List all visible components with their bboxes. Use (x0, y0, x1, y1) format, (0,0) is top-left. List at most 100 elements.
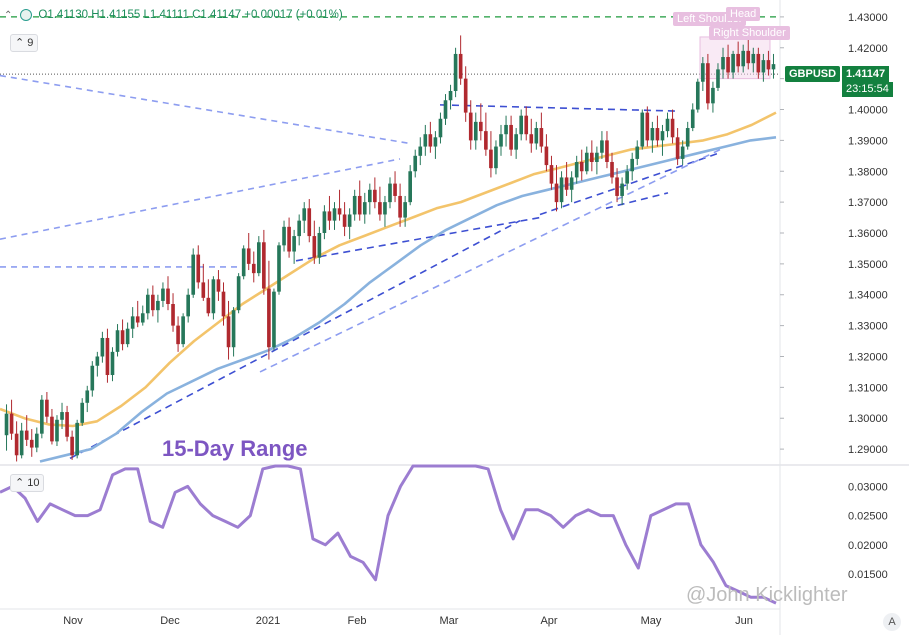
candle (610, 152, 614, 184)
sub-y-tick-label: 0.02000 (848, 540, 888, 552)
collapse-chevron-icon[interactable]: ⌃ (4, 9, 13, 21)
candle (181, 313, 185, 348)
candle-body (90, 365, 95, 391)
candle (423, 124, 428, 156)
candle (327, 195, 332, 230)
candle-body (145, 294, 150, 314)
candle (600, 131, 604, 159)
trendline-rising-light (0, 158, 401, 240)
candle-body (473, 121, 478, 141)
candle (736, 41, 740, 73)
candle-body (352, 195, 357, 215)
candle-body (95, 356, 100, 366)
candle-body (100, 337, 105, 357)
candle (595, 146, 599, 175)
y-tick-label: 1.34000 (848, 290, 888, 302)
candle-body (726, 57, 730, 73)
y-tick-label: 1.39000 (848, 135, 888, 147)
candle (564, 161, 569, 196)
candle-body (398, 195, 402, 218)
candle (408, 165, 412, 206)
candle-body (378, 202, 382, 215)
y-tick-label: 1.40000 (848, 105, 888, 117)
candle (322, 205, 327, 240)
candle-body (327, 211, 332, 221)
candle-body (468, 112, 473, 141)
candle (337, 189, 342, 221)
candle (393, 171, 397, 203)
candle (726, 44, 730, 79)
candle-body (504, 124, 508, 135)
sub-indicator-label: 10 (27, 477, 40, 489)
candle (534, 121, 539, 150)
candle (287, 217, 291, 258)
candle (539, 112, 544, 153)
range-indicator-pane (0, 464, 777, 605)
candle (125, 322, 130, 348)
candle (120, 319, 125, 351)
candle (151, 285, 155, 317)
moving-average-slow (39, 136, 777, 463)
ohlc-header: ⌃ O1.41130 H1.41155 L1.41111 C1.41147 +0… (4, 6, 343, 24)
candle-body (19, 430, 24, 456)
ohlc-values: O1.41130 H1.41155 L1.41111 C1.41147 +0.0… (38, 9, 343, 21)
candle-body (539, 128, 544, 147)
candle (196, 245, 201, 289)
candle-body (600, 140, 604, 153)
candle-body (549, 165, 554, 184)
candle (660, 124, 665, 156)
candle-body (766, 60, 771, 70)
candle (690, 103, 695, 132)
sub-indicator-pill[interactable]: ⌃ 10 (10, 474, 45, 492)
candle (458, 35, 463, 85)
candle (620, 177, 624, 206)
candle-body (135, 316, 140, 323)
candle-body (635, 146, 640, 159)
candle (80, 398, 85, 426)
candle-body (297, 220, 301, 237)
candle-body (514, 134, 518, 150)
candle (282, 220, 286, 252)
candle-body (519, 115, 524, 135)
candle-body (226, 316, 231, 348)
candle-body (181, 316, 185, 345)
main-indicator-pill[interactable]: ⌃ 9 (10, 34, 39, 52)
sub-y-tick-label: 0.01500 (848, 569, 888, 581)
candle (34, 427, 39, 453)
candle-body (241, 248, 246, 277)
candle-body (70, 436, 74, 456)
candle (524, 106, 529, 141)
y-tick-label: 1.35000 (848, 259, 888, 271)
candle (615, 168, 619, 203)
y-tick-label: 1.32000 (848, 351, 888, 363)
candle-body (317, 233, 322, 258)
candle-body (24, 430, 29, 440)
candle (201, 263, 206, 301)
candle-body (362, 202, 367, 215)
candle-body (711, 87, 715, 104)
candle-body (130, 316, 135, 329)
y-tick-label: 1.38000 (848, 166, 888, 178)
candle (75, 419, 79, 459)
candle (191, 248, 196, 298)
candle-body (166, 288, 170, 305)
auto-scale-button[interactable]: A (883, 613, 901, 631)
candle-body (221, 291, 226, 317)
candle-body (479, 121, 483, 132)
candle-body (251, 263, 256, 274)
candle-body (499, 134, 503, 147)
candle-body (741, 50, 746, 67)
candle (428, 121, 433, 153)
candle-body (206, 297, 211, 314)
candle (418, 137, 423, 166)
candle-body (448, 90, 453, 101)
candle-body (463, 78, 468, 113)
x-tick-label: Jun (735, 615, 753, 627)
candle-body (14, 433, 19, 456)
candle (55, 415, 59, 447)
candle (554, 165, 559, 212)
candle (625, 165, 629, 190)
candle (569, 171, 574, 203)
trendline-descending (0, 74, 411, 145)
candle-body (312, 236, 317, 258)
